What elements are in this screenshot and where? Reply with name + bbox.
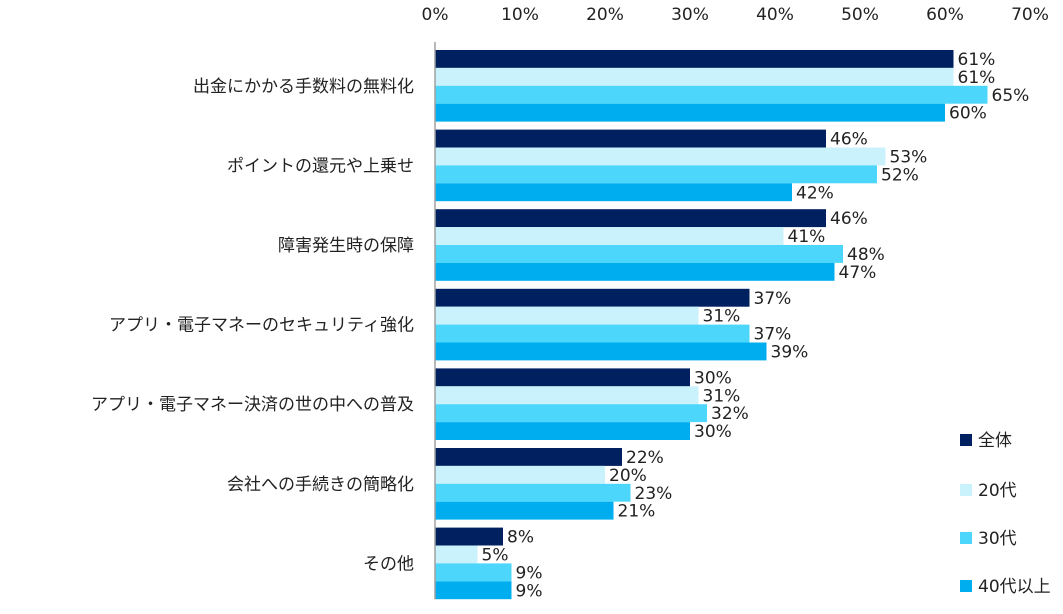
bar bbox=[435, 103, 945, 122]
category-label: 出金にかかる手数料の無料化 bbox=[193, 77, 414, 97]
data-label: 5% bbox=[482, 545, 509, 565]
category-label: アプリ・電子マネーのセキュリティ強化 bbox=[109, 316, 414, 336]
category-label: アプリ・電子マネー決済の世の中への普及 bbox=[91, 395, 414, 415]
bar bbox=[435, 50, 954, 68]
legend-label: 40代以上 bbox=[978, 577, 1051, 597]
data-label: 65% bbox=[992, 86, 1030, 106]
data-label: 32% bbox=[711, 404, 749, 424]
bar bbox=[435, 448, 622, 466]
bar bbox=[435, 262, 835, 281]
data-label: 39% bbox=[771, 342, 809, 362]
legend-label: 30代 bbox=[978, 529, 1017, 549]
data-label: 42% bbox=[796, 183, 834, 203]
data-label: 8% bbox=[507, 528, 534, 548]
data-label: 60% bbox=[949, 104, 987, 124]
data-label: 47% bbox=[839, 263, 877, 283]
data-label: 41% bbox=[788, 227, 826, 247]
bar bbox=[435, 386, 699, 405]
data-label: 61% bbox=[958, 50, 996, 70]
bar bbox=[435, 422, 690, 440]
legend-label: 20代 bbox=[978, 481, 1017, 501]
bar bbox=[435, 245, 843, 263]
x-tick-label: 40% bbox=[756, 5, 794, 25]
data-label: 20% bbox=[609, 466, 647, 486]
x-tick-label: 60% bbox=[926, 5, 964, 25]
data-label: 9% bbox=[516, 581, 543, 601]
bar bbox=[435, 483, 631, 502]
bar bbox=[435, 501, 614, 520]
category-label: 障害発生時の保障 bbox=[278, 236, 414, 256]
bar bbox=[435, 404, 707, 423]
x-tick-label: 30% bbox=[671, 5, 709, 25]
x-axis-ticks: 0% 10% 20% 30% 40% 50% 60% 70% bbox=[422, 5, 1049, 25]
data-label: 37% bbox=[754, 289, 792, 309]
data-label: 21% bbox=[618, 502, 656, 522]
bar bbox=[435, 306, 699, 325]
bars-group bbox=[435, 50, 988, 600]
data-label: 31% bbox=[703, 307, 741, 327]
data-labels: 61%61%65%60%46%53%52%42%46%41%48%47%37%3… bbox=[482, 50, 1030, 601]
bar bbox=[435, 563, 512, 582]
bar bbox=[435, 527, 503, 546]
bar bbox=[435, 209, 826, 228]
data-label: 46% bbox=[830, 209, 868, 229]
data-label: 31% bbox=[703, 386, 741, 406]
data-label: 53% bbox=[890, 147, 928, 167]
data-label: 22% bbox=[626, 448, 664, 468]
x-tick-label: 0% bbox=[422, 5, 449, 25]
category-label: その他 bbox=[363, 554, 414, 574]
data-label: 23% bbox=[635, 484, 673, 504]
bar bbox=[435, 227, 784, 245]
legend: 全体 20代 30代 40代以上 bbox=[960, 431, 1051, 597]
bar bbox=[435, 368, 690, 387]
category-labels: 出金にかかる手数料の無料化ポイントの還元や上乗せ障害発生時の保障アプリ・電子マネ… bbox=[91, 77, 414, 575]
data-label: 46% bbox=[830, 130, 868, 150]
bar bbox=[435, 147, 886, 166]
bar bbox=[435, 324, 750, 343]
legend-label: 全体 bbox=[978, 431, 1012, 451]
data-label: 9% bbox=[516, 563, 543, 583]
bar bbox=[435, 85, 988, 104]
legend-swatch bbox=[960, 484, 972, 496]
legend-swatch bbox=[960, 532, 972, 544]
data-label: 52% bbox=[881, 165, 919, 185]
x-tick-label: 10% bbox=[501, 5, 539, 25]
bar bbox=[435, 129, 826, 148]
x-tick-label: 20% bbox=[586, 5, 624, 25]
data-label: 37% bbox=[754, 325, 792, 345]
bar bbox=[435, 465, 605, 484]
bar bbox=[435, 288, 750, 307]
data-label: 61% bbox=[958, 68, 996, 88]
x-tick-label: 50% bbox=[841, 5, 879, 25]
category-label: ポイントの還元や上乗せ bbox=[227, 156, 414, 176]
bar bbox=[435, 183, 792, 202]
bar bbox=[435, 581, 512, 600]
bar bbox=[435, 165, 877, 184]
legend-swatch bbox=[960, 434, 972, 446]
bar bbox=[435, 545, 478, 564]
bar bbox=[435, 342, 767, 361]
data-label: 30% bbox=[694, 422, 732, 442]
data-label: 48% bbox=[847, 245, 885, 265]
x-tick-label: 70% bbox=[1011, 5, 1049, 25]
category-label: 会社への手続きの簡略化 bbox=[227, 475, 414, 495]
data-label: 30% bbox=[694, 368, 732, 388]
legend-swatch bbox=[960, 580, 972, 592]
bar bbox=[435, 67, 954, 86]
